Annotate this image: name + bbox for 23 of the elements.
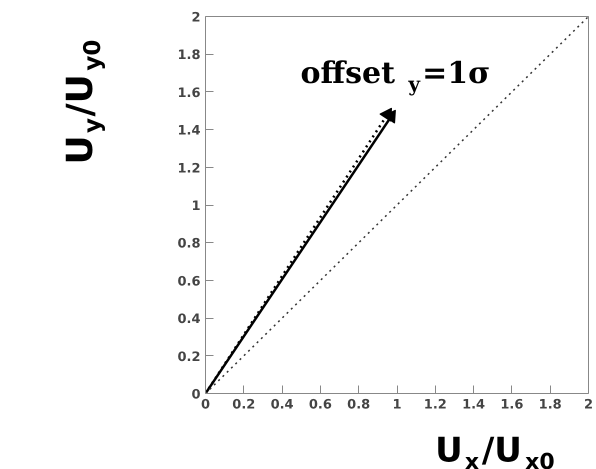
- x-tick-label: 0.6: [308, 398, 332, 412]
- x-tick-label: 1.8: [538, 398, 562, 412]
- x-tick-label: 0: [200, 398, 210, 412]
- x-tick-label: 1: [392, 398, 402, 412]
- x-tick-label: 1.2: [424, 398, 447, 412]
- y-tick-label: 0: [191, 388, 200, 402]
- y-tick-label: 1.4: [177, 124, 200, 139]
- y-tick-label: 0.2: [177, 350, 200, 365]
- y-tick-label: 0.6: [177, 274, 200, 290]
- y-tick-label: 2: [191, 10, 200, 26]
- x-tick-label: 0.8: [347, 398, 370, 412]
- x-tick-label: 0.2: [232, 398, 256, 412]
- y-tick-label: 1.8: [177, 48, 200, 64]
- x-tick-label: 1.4: [462, 398, 486, 412]
- y-tick-label: 1.2: [177, 161, 200, 176]
- x-tick-label: 0.4: [270, 398, 294, 412]
- y-tick-label: 1.6: [177, 86, 200, 101]
- x-tick-label: 1.6: [500, 398, 524, 412]
- y-axis-title: Uy/Uy0: [60, 40, 106, 164]
- y-tick-label: 0.8: [177, 236, 200, 252]
- x-tick-label: 2: [584, 398, 594, 412]
- y-tick-label: 1: [191, 199, 200, 214]
- y-tick-label: 0.4: [177, 312, 200, 328]
